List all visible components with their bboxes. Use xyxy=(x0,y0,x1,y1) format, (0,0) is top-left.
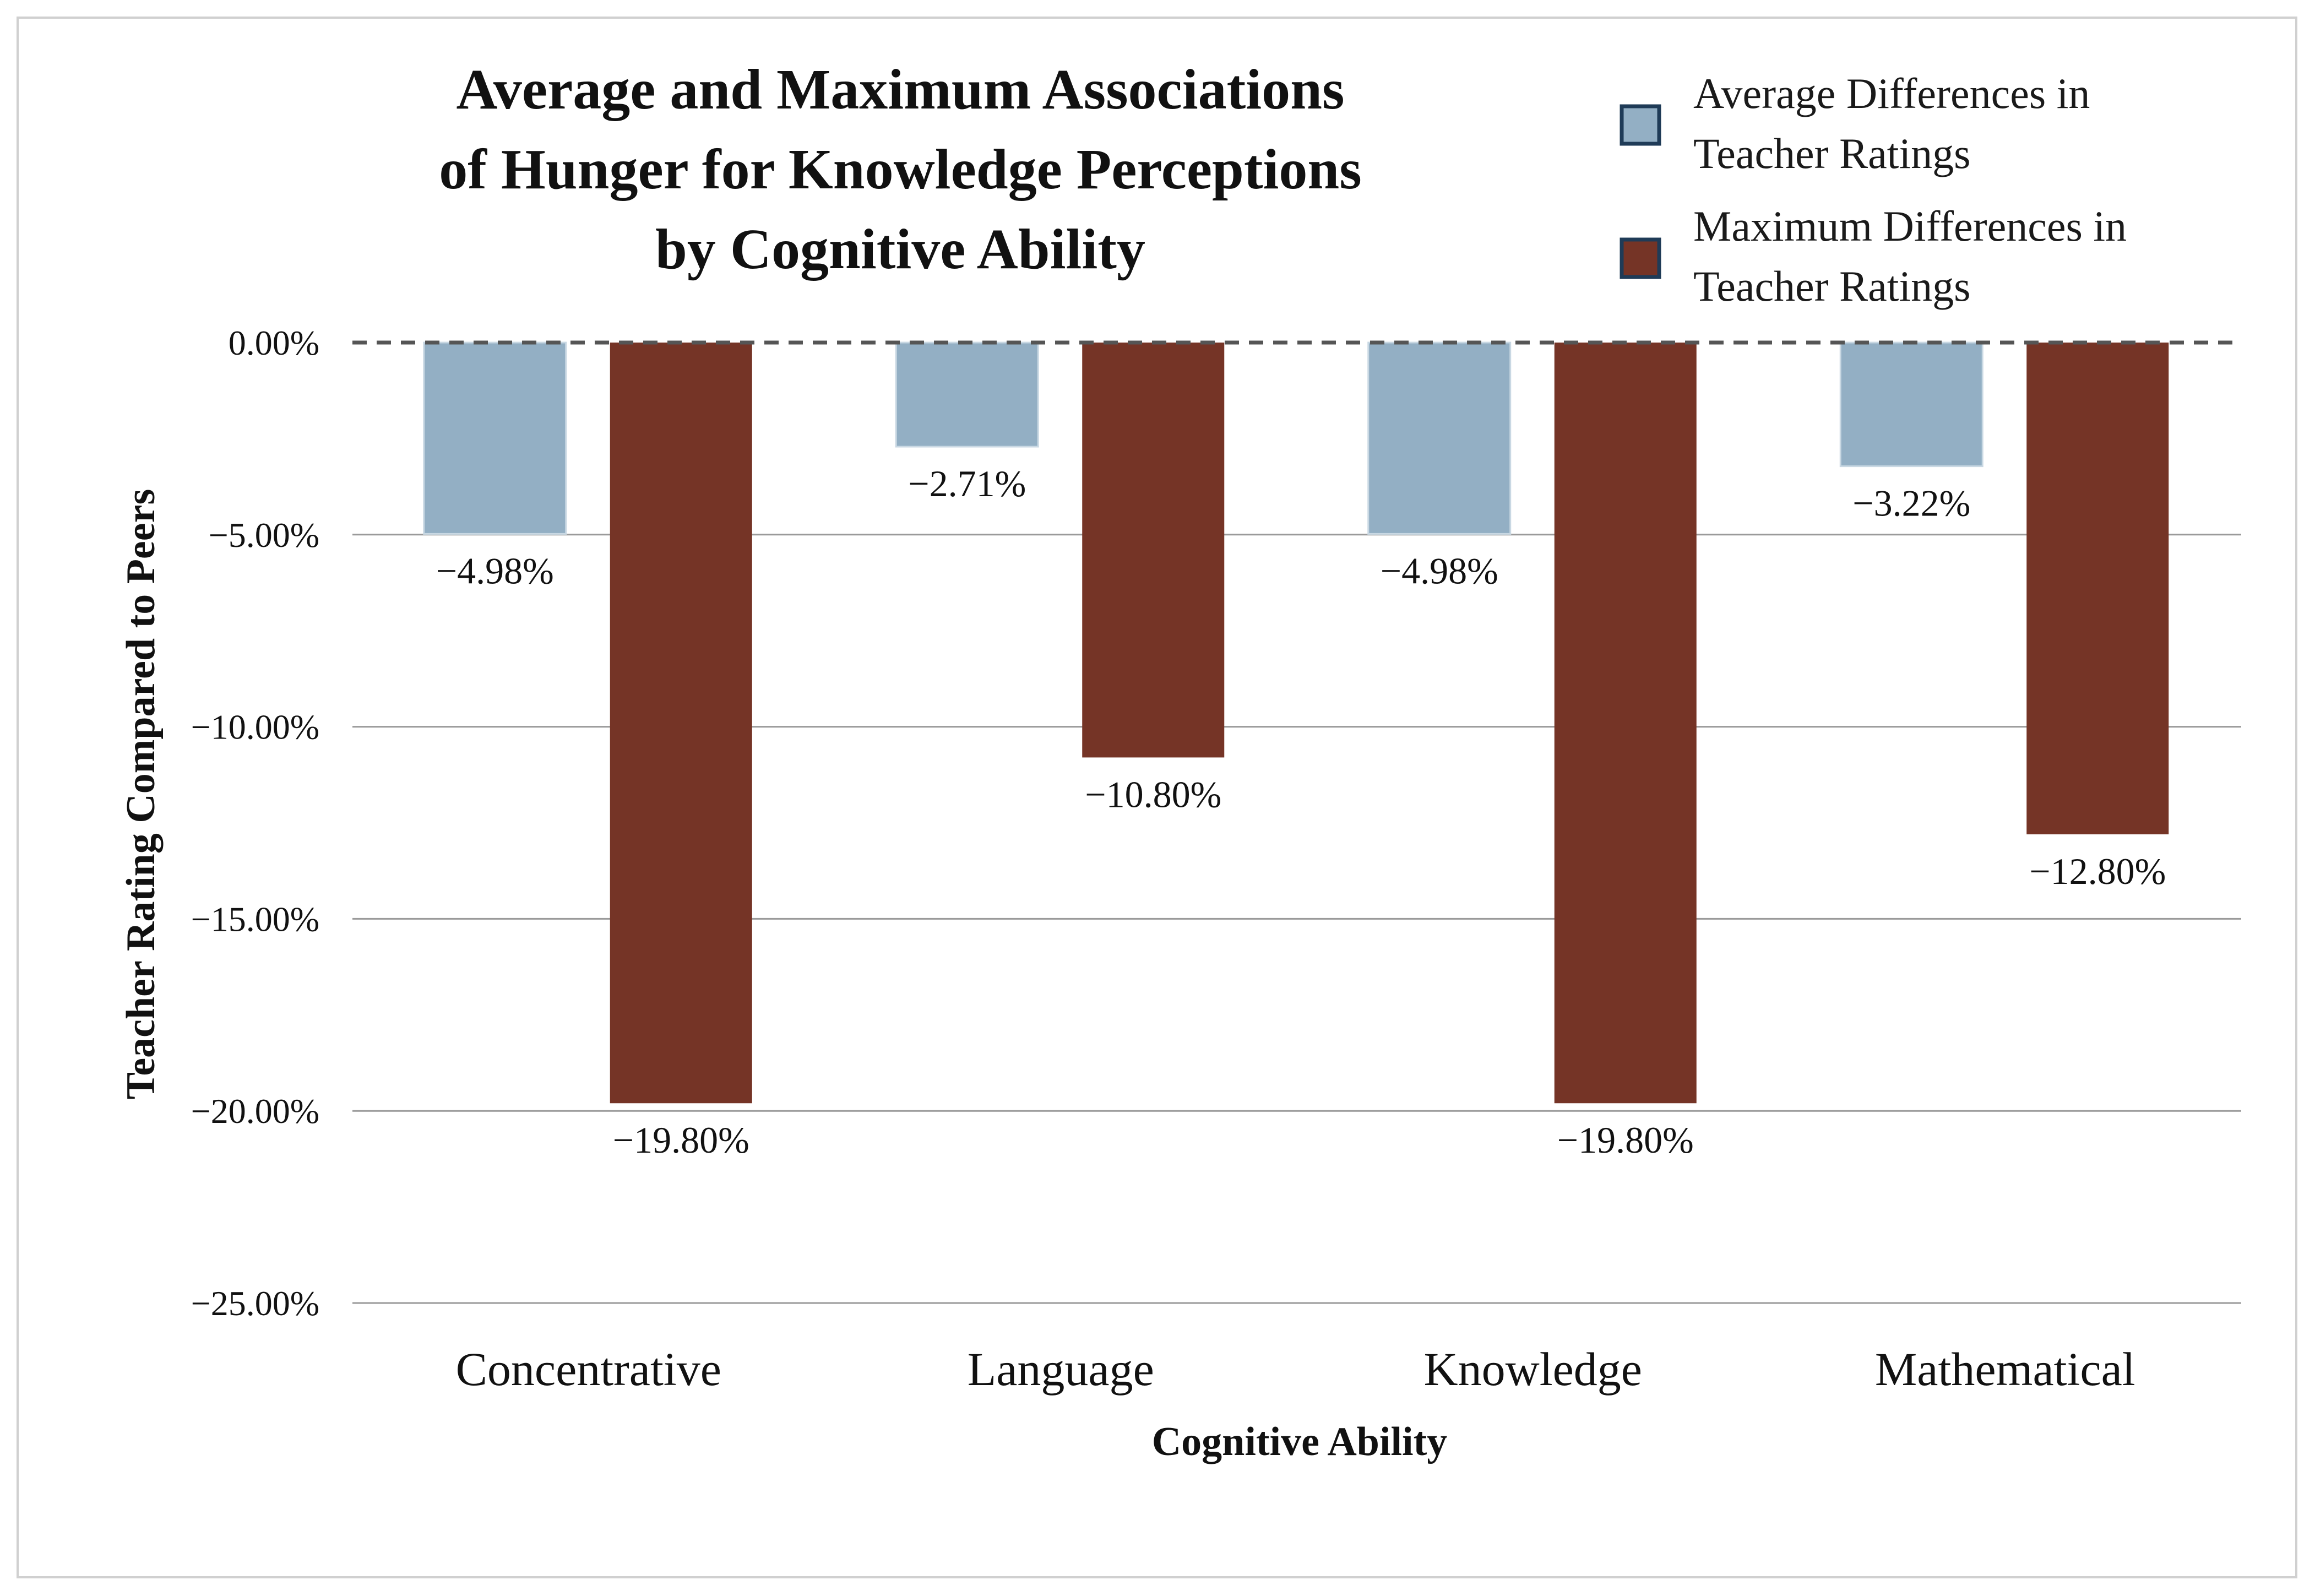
bar-average-concentrative xyxy=(423,341,567,535)
bars xyxy=(423,341,2169,1104)
data-label: −10.80% xyxy=(1085,773,1221,815)
data-labels: −4.98% −19.80% −2.71% −10.80% −4.98% −19.80% −… xyxy=(436,463,2166,1161)
bar-maximum-concentrative xyxy=(610,343,752,1104)
legend-label-maximum-line-1: Maximum Differences in xyxy=(1693,202,2127,250)
x-category-label: Knowledge xyxy=(1424,1343,1642,1396)
x-axis-title: Cognitive Ability xyxy=(1152,1419,1448,1464)
y-tick-label: −20.00% xyxy=(191,1092,319,1131)
bar-average-mathematical xyxy=(1839,341,1983,468)
legend-label-maximum-line-2: Teacher Ratings xyxy=(1693,262,1971,310)
data-label: −4.98% xyxy=(436,550,554,591)
chart-title: Average and Maximum Associations of Hung… xyxy=(439,58,1361,281)
y-tick-label: −10.00% xyxy=(191,708,319,747)
bar-maximum-language xyxy=(1082,343,1225,758)
legend-label-average-line-1: Average Differences in xyxy=(1693,69,2090,117)
data-label: −12.80% xyxy=(2029,850,2166,892)
legend-swatch-maximum xyxy=(1620,237,1661,279)
data-label: −2.71% xyxy=(908,463,1026,504)
x-category-label: Language xyxy=(968,1343,1154,1396)
y-tick-label: −25.00% xyxy=(191,1284,319,1323)
data-label: −3.22% xyxy=(1852,482,1970,524)
y-tick-label: −15.00% xyxy=(191,899,319,938)
y-axis-ticks: 0.00% −5.00% −10.00% −15.00% −20.00% −25.00% xyxy=(191,323,319,1323)
x-category-label: Mathematical xyxy=(1875,1343,2135,1396)
legend: Average Differences in Teacher Ratings M… xyxy=(1620,69,2127,310)
legend-label-average-line-2: Teacher Ratings xyxy=(1693,129,1971,177)
data-label: −19.80% xyxy=(1557,1119,1694,1161)
data-label: −19.80% xyxy=(613,1119,749,1161)
y-tick-label: −5.00% xyxy=(209,515,319,555)
bar-average-language xyxy=(895,341,1039,448)
legend-swatch-average xyxy=(1620,104,1661,146)
data-label: −4.98% xyxy=(1381,550,1498,591)
chart-title-line-2: of Hunger for Knowledge Perceptions xyxy=(439,138,1361,201)
y-axis-title: Teacher Rating Compared to Peers xyxy=(118,489,164,1099)
y-tick-label: 0.00% xyxy=(229,323,319,362)
x-category-label: Concentrative xyxy=(456,1343,721,1396)
chart-frame xyxy=(17,17,2297,1578)
bar-average-knowledge xyxy=(1367,341,1512,535)
chart-title-line-1: Average and Maximum Associations xyxy=(457,58,1345,121)
chart-title-line-3: by Cognitive Ability xyxy=(655,218,1145,281)
bar-maximum-knowledge xyxy=(1554,343,1697,1104)
x-axis-categories: Concentrative Language Knowledge Mathematic… xyxy=(456,1343,2135,1396)
bar-maximum-mathematical xyxy=(2026,343,2169,834)
